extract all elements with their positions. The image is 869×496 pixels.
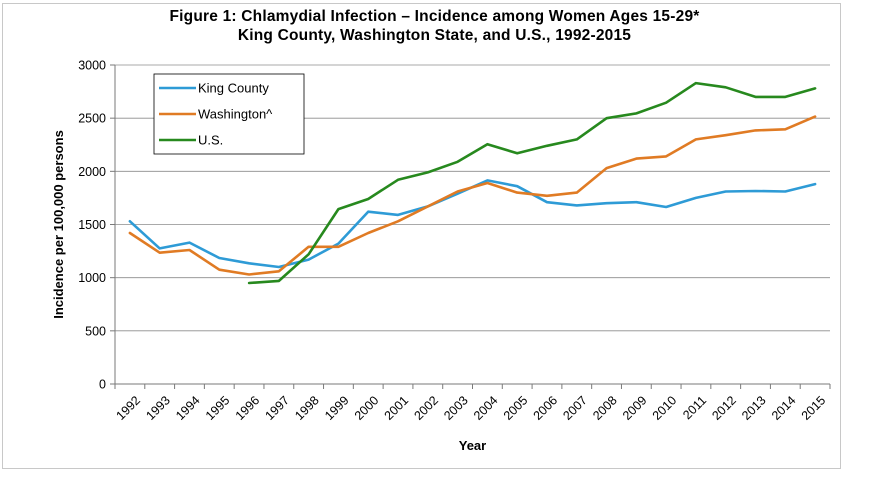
y-tick-0: 0	[99, 378, 106, 392]
x-tick-2010: 2010	[650, 393, 680, 423]
x-tick-1998: 1998	[292, 393, 322, 423]
x-tick-1997: 1997	[262, 393, 292, 423]
x-tick-2002: 2002	[411, 393, 441, 423]
x-tick-2003: 2003	[441, 393, 471, 423]
x-tick-2012: 2012	[709, 393, 739, 423]
legend-label-2: U.S.	[198, 133, 223, 148]
x-tick-1993: 1993	[143, 393, 173, 423]
x-tick-2015: 2015	[799, 393, 829, 423]
y-tick-500: 500	[85, 324, 106, 338]
x-tick-2008: 2008	[590, 393, 620, 423]
legend-label-0: King County	[198, 81, 269, 96]
y-tick-3000: 3000	[78, 59, 106, 73]
chart-frame	[2, 3, 841, 469]
x-tick-1994: 1994	[173, 393, 203, 423]
series-line-0	[128, 179, 817, 269]
x-tick-1999: 1999	[322, 393, 352, 423]
chart-subtitle: King County, Washington State, and U.S.,…	[237, 27, 632, 44]
series-lines	[128, 81, 817, 285]
legend: King County Washington^ U.S.	[153, 73, 305, 155]
x-tick-2014: 2014	[769, 393, 799, 423]
y-tick-2500: 2500	[78, 112, 106, 126]
y-tick-1000: 1000	[78, 271, 106, 285]
x-tick-2006: 2006	[531, 393, 561, 423]
x-tick-1992: 1992	[114, 393, 144, 423]
x-tick-2009: 2009	[620, 393, 650, 423]
y-axis-label: Incidence per 100,000 persons	[51, 130, 66, 319]
chart-title: Figure 1: Chlamydial Infection – Inciden…	[169, 8, 700, 25]
x-tick-labels: 1992 1993 1994 1995 1996 1997 1998 1999 2000 2001…	[114, 393, 829, 423]
x-tick-2001: 2001	[382, 393, 412, 423]
x-tick-1996: 1996	[233, 393, 263, 423]
series-line-2	[247, 81, 817, 285]
y-tick-1500: 1500	[78, 218, 106, 232]
legend-label-1: Washington^	[198, 107, 273, 122]
x-axis-label: Year	[459, 438, 486, 453]
y-tick-labels: 0 500 1000 1500 2000 2500 3000	[78, 59, 106, 392]
y-tick-2000: 2000	[78, 165, 106, 179]
x-tick-2007: 2007	[560, 393, 590, 423]
x-tick-2013: 2013	[739, 393, 769, 423]
axes	[110, 64, 831, 389]
x-tick-2000: 2000	[352, 393, 382, 423]
x-tick-2011: 2011	[680, 393, 709, 422]
x-tick-2005: 2005	[501, 393, 531, 423]
x-tick-1995: 1995	[203, 393, 233, 423]
x-tick-2004: 2004	[471, 393, 501, 423]
series-line-1	[128, 115, 817, 276]
